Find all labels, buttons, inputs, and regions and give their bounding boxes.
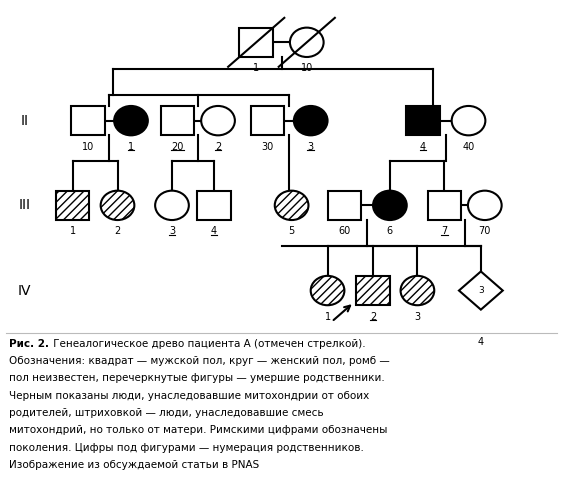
- Text: 1: 1: [253, 63, 260, 73]
- Bar: [197, 191, 231, 220]
- Bar: [328, 191, 361, 220]
- Text: II: II: [20, 113, 28, 128]
- Text: Рис. 2.: Рис. 2.: [9, 338, 49, 349]
- Circle shape: [400, 276, 434, 305]
- Text: 5: 5: [288, 226, 295, 236]
- Text: 6: 6: [387, 226, 393, 236]
- Text: родителей, штриховкой — люди, унаследовавшие смесь: родителей, штриховкой — люди, унаследова…: [9, 408, 324, 418]
- Text: 2: 2: [370, 312, 376, 322]
- Circle shape: [468, 191, 502, 220]
- Text: 2: 2: [114, 226, 120, 236]
- Bar: [427, 191, 461, 220]
- Text: 1: 1: [128, 142, 134, 152]
- Text: 4: 4: [211, 226, 217, 236]
- Circle shape: [294, 106, 328, 136]
- Circle shape: [311, 276, 345, 305]
- Text: 1: 1: [324, 312, 330, 322]
- Text: 4: 4: [478, 337, 484, 347]
- Bar: [251, 106, 284, 136]
- Text: 60: 60: [338, 226, 351, 236]
- Text: III: III: [18, 198, 30, 212]
- Circle shape: [101, 191, 135, 220]
- Bar: [356, 276, 390, 305]
- Circle shape: [201, 106, 235, 136]
- Text: IV: IV: [17, 283, 31, 298]
- Text: 4: 4: [420, 142, 426, 152]
- Text: 20: 20: [171, 142, 184, 152]
- Text: 1: 1: [69, 226, 75, 236]
- Text: поколения. Цифры под фигурами — нумерация родственников.: поколения. Цифры под фигурами — нумераци…: [9, 443, 364, 453]
- Text: митохондрий, но только от матери. Римскими цифрами обозначены: митохондрий, но только от матери. Римски…: [9, 425, 387, 436]
- Text: 3: 3: [307, 142, 314, 152]
- Text: 10: 10: [301, 63, 313, 73]
- Bar: [406, 106, 440, 136]
- Text: 2: 2: [215, 142, 221, 152]
- Text: Генеалогическое древо пациента А (отмечен стрелкой).: Генеалогическое древо пациента А (отмече…: [50, 338, 365, 349]
- Circle shape: [114, 106, 148, 136]
- Bar: [161, 106, 194, 136]
- Circle shape: [373, 191, 406, 220]
- Circle shape: [275, 191, 309, 220]
- Text: 10: 10: [82, 142, 94, 152]
- Bar: [239, 27, 273, 57]
- Text: Черным показаны люди, унаследовавшие митохондрии от обоих: Черным показаны люди, унаследовавшие мит…: [9, 391, 369, 401]
- Text: 3: 3: [169, 226, 175, 236]
- Text: 30: 30: [261, 142, 274, 152]
- Text: 70: 70: [479, 226, 491, 236]
- Circle shape: [290, 27, 324, 57]
- Circle shape: [155, 191, 189, 220]
- Text: 3: 3: [478, 286, 484, 295]
- Polygon shape: [459, 272, 503, 310]
- Circle shape: [452, 106, 485, 136]
- Text: 7: 7: [441, 226, 448, 236]
- Bar: [71, 106, 105, 136]
- Text: 3: 3: [414, 312, 421, 322]
- Text: 40: 40: [462, 142, 475, 152]
- Text: Обозначения: квадрат — мужской пол, круг — женский пол, ромб —: Обозначения: квадрат — мужской пол, круг…: [9, 356, 390, 366]
- Text: Изображение из обсуждаемой статьи в PNAS: Изображение из обсуждаемой статьи в PNAS: [9, 460, 260, 470]
- Text: пол неизвестен, перечеркнутые фигуры — умершие родственники.: пол неизвестен, перечеркнутые фигуры — у…: [9, 373, 385, 383]
- Bar: [56, 191, 90, 220]
